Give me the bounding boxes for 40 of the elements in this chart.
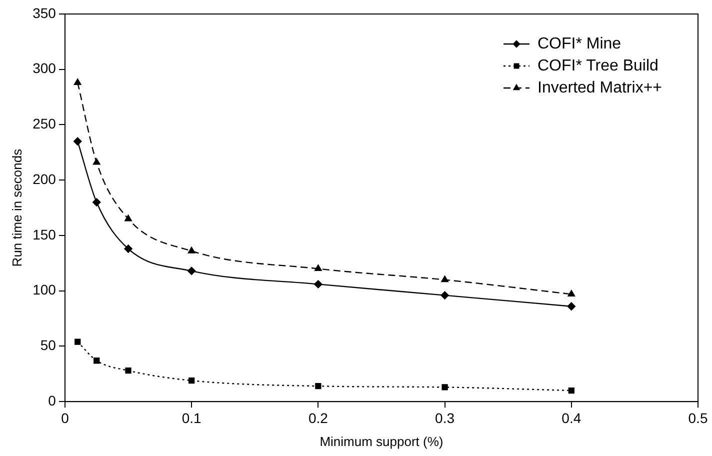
point — [314, 280, 322, 288]
legend-label: COFI* Mine — [538, 35, 622, 52]
x-tick-label: 0.1 — [182, 410, 202, 426]
point — [567, 302, 576, 310]
point — [92, 198, 101, 206]
point — [74, 338, 81, 345]
y-tick-label: 0 — [48, 392, 56, 408]
y-tick-label: 350 — [32, 4, 56, 21]
point — [94, 358, 100, 364]
point — [440, 291, 449, 300]
point — [92, 158, 100, 165]
y-tick-label: 300 — [32, 60, 56, 76]
x-tick-label: 0 — [61, 410, 70, 426]
point — [125, 368, 132, 374]
point — [124, 214, 132, 222]
point — [74, 78, 82, 86]
point — [124, 244, 132, 253]
point — [314, 264, 322, 272]
point — [188, 246, 196, 254]
x-tick-label: 0.3 — [435, 410, 455, 426]
point — [74, 137, 82, 146]
point — [568, 387, 574, 394]
y-tick-label: 100 — [32, 282, 56, 298]
point — [568, 290, 576, 297]
y-axis-title: Run time in seconds — [9, 148, 24, 267]
y-tick-label: 200 — [32, 170, 56, 187]
legend-label: COFI* Tree Build — [538, 57, 658, 74]
x-axis-title: Minimum support (%) — [320, 434, 444, 449]
point — [442, 384, 448, 390]
legend-label: Inverted Matrix++ — [538, 79, 662, 96]
point — [187, 266, 196, 276]
point — [441, 276, 448, 282]
x-tick-label: 0.5 — [688, 410, 708, 426]
y-tick-label: 250 — [32, 116, 56, 132]
x-tick-label: 0.2 — [308, 410, 328, 426]
y-tick-label: 50 — [40, 337, 56, 354]
y-tick-label: 150 — [32, 226, 56, 242]
x-tick-label: 0.4 — [562, 410, 582, 426]
point — [188, 377, 195, 384]
point — [315, 383, 322, 390]
